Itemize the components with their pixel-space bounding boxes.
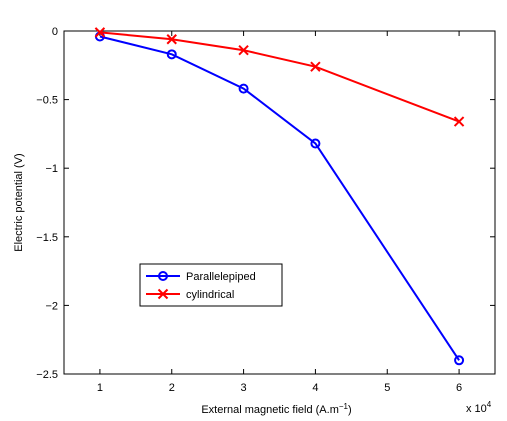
x-axis-label-close: ) <box>348 404 352 416</box>
data-point-cylindrical <box>238 45 249 56</box>
legend-marker <box>157 288 169 300</box>
legend-entry: Parallelepiped <box>146 271 256 283</box>
x-axis-label: External magnetic field (A.m−1) <box>201 402 351 416</box>
x-tick-label: 4 <box>312 382 318 394</box>
series-cylindrical <box>94 27 465 127</box>
data-point-parallelepiped <box>166 49 177 60</box>
y-tick-label: 0 <box>52 26 58 38</box>
data-point-cylindrical <box>310 61 321 72</box>
x-axis-label-main: External magnetic field (A.m <box>201 404 339 416</box>
axis-ticks: 1 2 3 4 5 6 0 −0.5 −1 −1.5 −2 −2.5 <box>36 26 495 394</box>
legend-label: cylindrical <box>186 289 234 301</box>
data-point-cylindrical <box>166 34 177 45</box>
y-tick-label: −1.5 <box>36 232 58 244</box>
legend-entry: cylindrical <box>146 288 234 301</box>
data-point-cylindrical <box>94 27 106 38</box>
legend: Parallelepiped cylindrical <box>139 263 283 307</box>
x-axis-label-superscript: −1 <box>339 402 349 411</box>
data-point-parallelepiped <box>238 83 249 94</box>
y-tick-label: −0.5 <box>36 95 58 107</box>
data-point-parallelepiped <box>454 355 465 366</box>
x-axis-multiplier: x 104 <box>466 400 492 415</box>
x-axis-multiplier-exponent: 4 <box>487 400 492 409</box>
data-point-parallelepiped <box>310 138 321 149</box>
legend-label: Parallelepiped <box>186 271 256 283</box>
x-tick-label: 2 <box>169 382 175 394</box>
x-tick-label: 6 <box>456 382 462 394</box>
legend-box <box>139 263 283 307</box>
x-axis-multiplier-base: x 10 <box>466 403 487 415</box>
y-axis-label: Electric potential (V) <box>13 153 25 251</box>
x-tick-label: 1 <box>97 382 103 394</box>
y-tick-label: −2 <box>45 300 58 312</box>
plot-area <box>63 30 496 375</box>
legend-marker <box>158 271 168 281</box>
y-tick-label: −2.5 <box>36 369 58 381</box>
series-layer <box>94 27 465 366</box>
x-tick-label: 3 <box>241 382 247 394</box>
series-line-parallelepiped <box>99 35 460 361</box>
data-point-cylindrical <box>453 116 465 127</box>
x-tick-label: 5 <box>384 382 390 394</box>
y-tick-label: −1 <box>45 163 58 175</box>
